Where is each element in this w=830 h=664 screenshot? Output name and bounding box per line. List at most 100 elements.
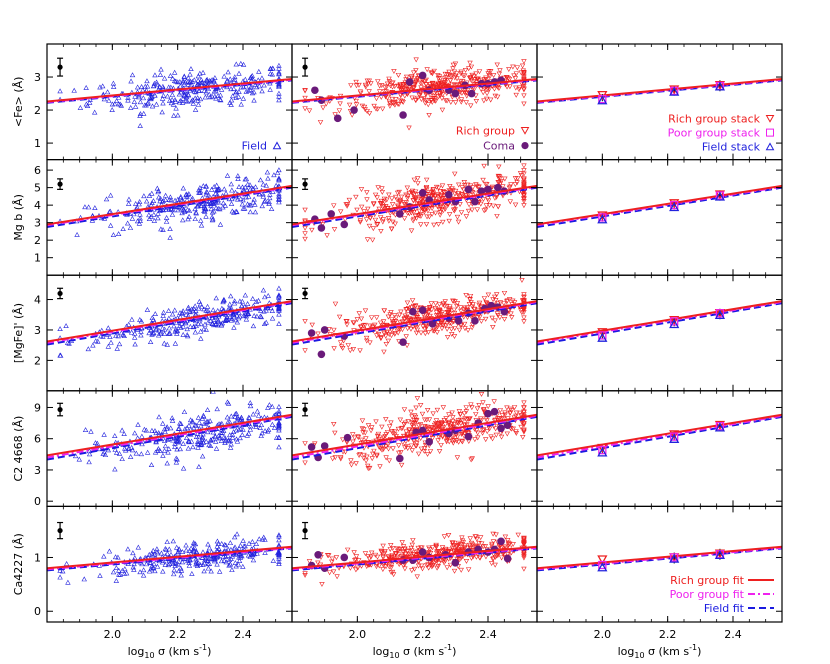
rich-group-point: [423, 312, 429, 318]
rich-group-point: [483, 75, 489, 81]
field-galaxy-point: [198, 335, 204, 341]
rich-group-point: [386, 218, 392, 224]
field-galaxy-point: [214, 543, 220, 549]
rich-group-point: [439, 545, 446, 551]
rich-group-point: [450, 415, 456, 421]
rich-group-point: [452, 326, 458, 331]
rich-group-point: [446, 419, 452, 425]
rich-group-point: [371, 202, 377, 207]
rich-group-point: [455, 439, 462, 445]
field-galaxy-point: [236, 558, 243, 564]
y-tick-label: 0: [34, 495, 41, 508]
rich-group-point: [501, 301, 507, 307]
rich-group-point: [389, 96, 395, 102]
field-galaxy-point: [158, 66, 164, 72]
rich-group-point: [378, 548, 384, 554]
coma-galaxy-point: [484, 409, 492, 418]
field-galaxy-point: [246, 202, 252, 208]
rich-group-point: [519, 278, 525, 283]
rich-group-point: [406, 437, 412, 443]
field-galaxy-point: [237, 416, 243, 422]
field-galaxy-point: [198, 217, 204, 223]
rich-group-point: [453, 544, 460, 550]
error-bar-point: [302, 406, 308, 413]
field-galaxy-point: [231, 300, 238, 306]
field-galaxy-point: [152, 428, 158, 434]
x-label-part: ): [697, 645, 701, 658]
field-stack-point: [714, 191, 726, 201]
rich-group-point: [457, 202, 463, 208]
rich-group-point: [511, 405, 518, 411]
field-galaxy-point: [262, 428, 268, 433]
field-galaxy-point: [196, 305, 202, 311]
rich-group-point: [324, 233, 330, 239]
rich-group-point: [450, 298, 456, 304]
x-label-part: ): [452, 645, 456, 658]
rich-group-point: [464, 93, 470, 99]
field-galaxy-point: [255, 412, 262, 418]
rich-group-point: [435, 73, 441, 78]
rich-group-point: [422, 446, 428, 452]
rich-group-point: [389, 553, 395, 558]
field-galaxy-point: [184, 326, 190, 332]
rich-group-point: [371, 201, 377, 207]
field-galaxy-point: [276, 532, 282, 538]
rich-group-point: [516, 87, 522, 93]
rich-group-point: [438, 320, 444, 326]
rich-group-point: [412, 443, 419, 449]
rich-group-point: [401, 216, 408, 222]
field-galaxy-point: [190, 539, 197, 545]
legend-rich-group-marker: [520, 126, 530, 135]
rich-group-point: [513, 92, 519, 98]
field-galaxy-point: [120, 331, 126, 337]
field-galaxy-point: [199, 415, 206, 421]
rich-group-point: [396, 552, 402, 558]
plot-area: [292, 531, 537, 587]
field-galaxy-point: [237, 554, 244, 560]
field-galaxy-point: [154, 185, 161, 191]
field-galaxy-point: [192, 329, 199, 335]
field-galaxy-point: [207, 317, 214, 323]
field-galaxy-point: [113, 98, 120, 104]
field-galaxy-point: [106, 97, 112, 103]
field-galaxy-point: [226, 196, 232, 202]
field-galaxy-point: [63, 561, 70, 566]
rich-group-point: [317, 120, 324, 125]
y-tick-label: 3: [34, 71, 41, 84]
field-galaxy-point: [205, 319, 211, 325]
field-galaxy-point: [208, 568, 214, 574]
field-galaxy-point: [107, 208, 113, 214]
rich-group-point: [415, 317, 422, 322]
rich-group-point: [369, 425, 375, 431]
field-galaxy-point: [276, 97, 282, 103]
rich-group-point: [302, 319, 308, 325]
field-galaxy-point: [180, 331, 186, 337]
field-galaxy-point: [155, 215, 161, 221]
field-galaxy-point: [205, 429, 211, 435]
rich-group-point: [521, 203, 527, 209]
field-galaxy-point: [233, 410, 240, 416]
rich-group-point: [397, 83, 403, 88]
rich-group-point: [459, 439, 466, 445]
rich-group-point: [425, 426, 431, 432]
field-galaxy-point: [194, 430, 201, 436]
field-galaxy-point: [276, 552, 282, 558]
field-galaxy-point: [164, 539, 170, 545]
field-galaxy-point: [153, 101, 160, 107]
field-galaxy-point: [260, 181, 266, 187]
rich-group-point: [372, 322, 378, 328]
field-galaxy-point: [172, 340, 179, 346]
rich-group-point: [405, 193, 411, 199]
field-galaxy-point: [276, 410, 282, 416]
rich-group-point: [336, 108, 343, 114]
rich-group-point: [416, 213, 423, 219]
rich-stack-point: [714, 190, 726, 200]
field-galaxy-point: [262, 294, 268, 300]
rich-group-point: [457, 305, 464, 311]
y-axis-label: Mg b (Å): [12, 194, 25, 241]
rich-group-point: [396, 547, 402, 552]
rich-group-point: [362, 551, 369, 557]
rich-group-point: [398, 309, 404, 315]
field-galaxy-point: [210, 429, 217, 435]
